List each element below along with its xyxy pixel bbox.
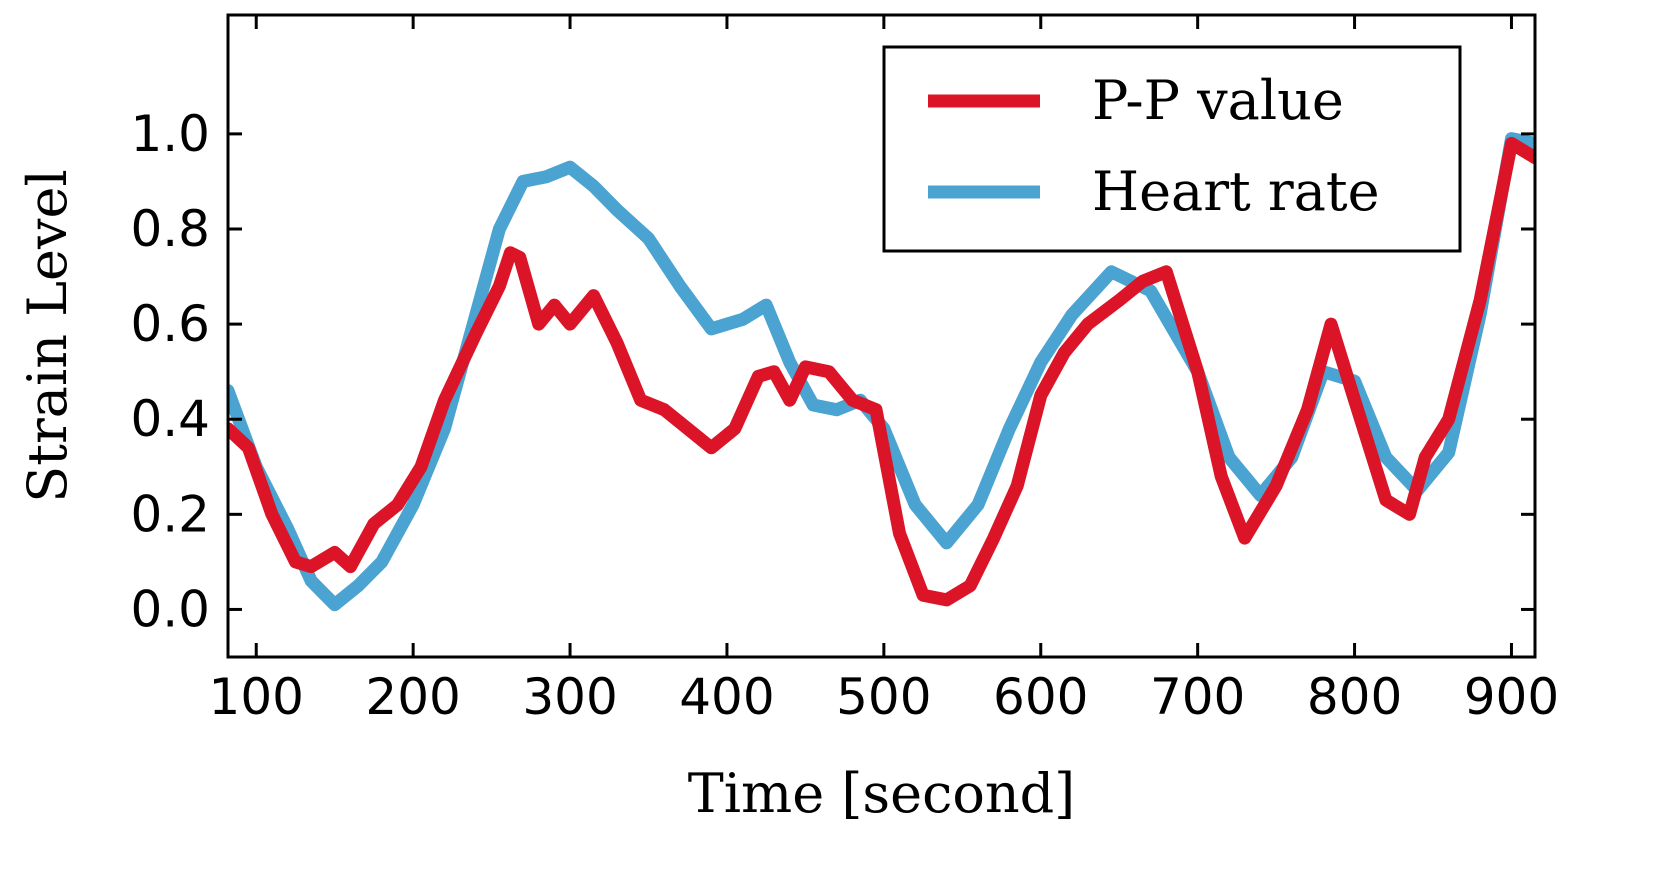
y-tick-label: 0.8 [130, 200, 210, 258]
x-tick-label: 500 [836, 668, 931, 726]
x-tick-label: 300 [522, 668, 617, 726]
x-tick-label: 200 [365, 668, 460, 726]
y-axis-title: Strain Level [16, 169, 79, 502]
ticks-layer: 100 200 300 400 500 600 700 800 900 0.0 0.2 0.4 0.6 0… [130, 15, 1559, 726]
plot-frame [226, 13, 1537, 659]
y-tick-label: 0.6 [130, 295, 210, 353]
series-layer [228, 132, 1535, 612]
x-tick-label: 900 [1464, 668, 1559, 726]
y-tick-label: 0.0 [130, 580, 210, 638]
x-tick-label: 100 [209, 668, 304, 726]
x-tick-label: 700 [1150, 668, 1245, 726]
x-tick-label: 400 [679, 668, 774, 726]
x-tick-label: 600 [993, 668, 1088, 726]
y-tick-label: 0.4 [130, 390, 210, 448]
legend: P-P value Heart rate [882, 45, 1462, 253]
series-line-p-p-value [228, 136, 1535, 607]
legend-label-heart-rate: Heart rate [1092, 160, 1380, 223]
legend-label-pp-value: P-P value [1092, 69, 1344, 132]
x-tick-label: 800 [1307, 668, 1402, 726]
y-tick-label: 0.2 [130, 485, 210, 543]
x-axis-title: Time [second] [688, 762, 1076, 825]
legend-box [882, 45, 1462, 253]
y-tick-label: 1.0 [130, 105, 210, 163]
